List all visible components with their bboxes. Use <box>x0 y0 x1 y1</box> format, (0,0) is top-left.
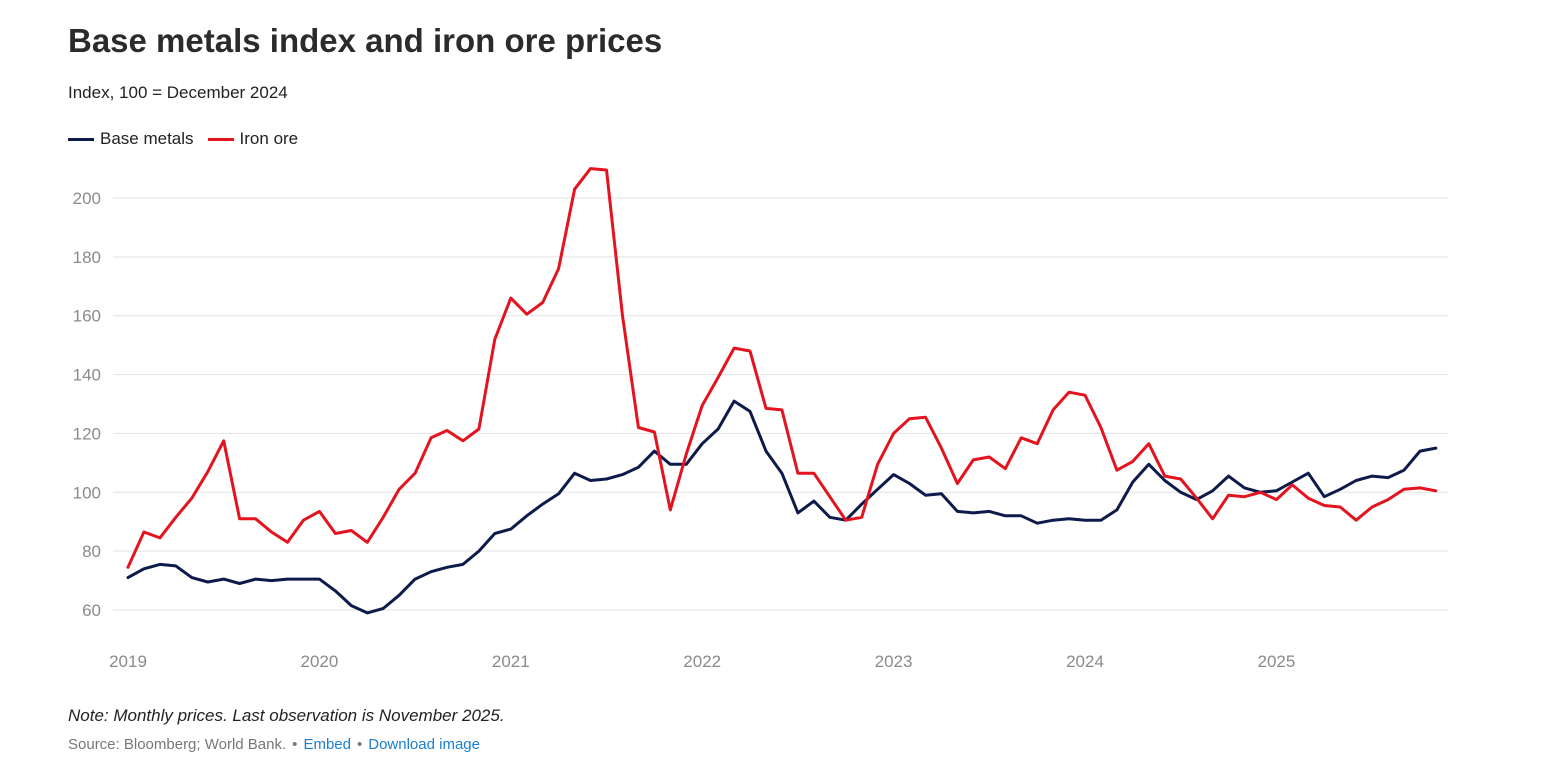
x-tick-label: 2020 <box>300 652 338 671</box>
x-tick-label: 2022 <box>683 652 721 671</box>
download-image-link[interactable]: Download image <box>368 736 480 753</box>
source-line: Source: Bloomberg; World Bank. • Embed •… <box>68 736 480 753</box>
legend-swatch-base-metals <box>68 137 94 141</box>
series-line-iron-ore <box>126 167 1438 569</box>
y-tick-label: 120 <box>73 424 101 443</box>
y-tick-label: 160 <box>73 307 101 326</box>
legend-label-base-metals: Base metals <box>100 129 194 148</box>
legend-item-iron-ore: Iron ore <box>207 129 299 149</box>
x-tick-label: 2024 <box>1066 652 1104 671</box>
y-tick-label: 100 <box>73 483 101 502</box>
legend-item-base-metals: Base metals <box>68 129 194 149</box>
x-tick-label: 2023 <box>875 652 913 671</box>
x-tick-label: 2019 <box>109 652 147 671</box>
y-tick-label: 80 <box>82 542 101 561</box>
embed-link[interactable]: Embed <box>303 736 351 753</box>
y-tick-label: 60 <box>82 601 101 620</box>
y-tick-label: 200 <box>73 189 101 208</box>
chart-note: Note: Monthly prices. Last observation i… <box>68 706 505 725</box>
legend-swatch-iron-ore <box>207 137 234 141</box>
chart-legend: Base metals Iron ore <box>68 129 312 149</box>
chart-subtitle: Index, 100 = December 2024 <box>68 83 288 102</box>
series-line-base-metals <box>126 399 1438 615</box>
chart-title: Base metals index and iron ore prices <box>68 22 663 59</box>
y-tick-label: 140 <box>73 366 101 385</box>
legend-label-iron-ore: Iron ore <box>239 129 299 148</box>
separator-dot: • <box>292 736 298 753</box>
line-chart: 60 80 100 120 140 160 180 200 2019 2020 2021 2022 20… <box>73 167 1448 671</box>
x-tick-label: 2021 <box>492 652 530 671</box>
source-text: Source: Bloomberg; World Bank. <box>68 736 287 753</box>
x-tick-label: 2025 <box>1257 652 1295 671</box>
y-tick-label: 180 <box>73 248 101 267</box>
separator-dot: • <box>356 736 363 753</box>
